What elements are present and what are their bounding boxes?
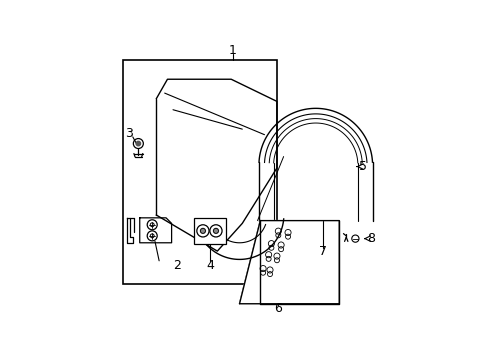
Bar — [193, 218, 225, 244]
Circle shape — [213, 228, 218, 233]
Text: 3: 3 — [125, 127, 133, 140]
Text: 4: 4 — [206, 259, 214, 272]
Text: 8: 8 — [366, 232, 374, 245]
Bar — [123, 60, 276, 284]
Text: 6: 6 — [274, 302, 282, 315]
Text: 1: 1 — [228, 44, 236, 57]
Text: 2: 2 — [173, 259, 181, 272]
Circle shape — [136, 141, 140, 146]
Polygon shape — [239, 221, 339, 304]
Text: 7: 7 — [318, 245, 326, 258]
Text: 5: 5 — [358, 160, 366, 173]
Circle shape — [200, 228, 205, 233]
